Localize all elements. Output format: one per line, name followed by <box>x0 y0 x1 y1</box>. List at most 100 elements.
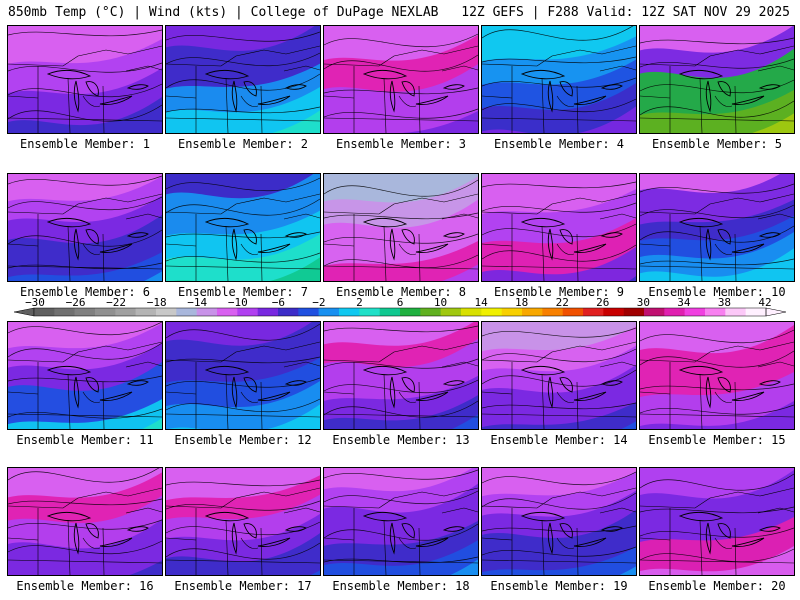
temperature-band <box>166 87 320 133</box>
colorbar-tick-label: −10 <box>228 297 248 309</box>
colorbar-tick-label: −2 <box>312 297 325 309</box>
height-contours <box>482 471 636 557</box>
temperature-colorbar: −30 −26 −22 −18 −14 −10 −6 −2 2 6 10 14 18 22 26 30 34 38… <box>0 297 800 321</box>
temperature-band <box>271 110 320 133</box>
colorbar-swatch <box>522 308 543 316</box>
colorbar-tick-label: −6 <box>272 297 285 309</box>
temperature-field <box>8 174 162 281</box>
colorbar-tick-label: 22 <box>556 297 569 309</box>
model-valid-time: 12Z GEFS | F288 Valid: 12Z SAT NOV 29 20… <box>461 5 790 20</box>
temperature-field <box>166 26 320 133</box>
ensemble-panel: Ensemble Member: 15 <box>639 321 795 447</box>
temperature-band <box>129 560 162 575</box>
colorbar-swatch <box>176 308 197 316</box>
ensemble-map <box>323 173 479 282</box>
colorbar-swatch <box>257 308 279 316</box>
ensemble-map <box>639 25 795 134</box>
ensemble-panel: Ensemble Member: 13 <box>323 321 479 447</box>
colorbar-swatch <box>623 308 645 316</box>
ensemble-panel: Ensemble Member: 2 <box>165 25 321 151</box>
temperature-band <box>166 533 320 575</box>
temperature-band <box>752 113 794 133</box>
height-contours <box>482 26 636 113</box>
ensemble-map <box>323 321 479 430</box>
temperature-band <box>8 361 162 429</box>
height-contours <box>640 329 794 415</box>
colorbar-tick-label: 6 <box>397 297 404 309</box>
colorbar-swatch <box>318 308 340 316</box>
temperature-field <box>324 26 478 133</box>
colorbar-swatch <box>379 308 401 316</box>
state-boundaries <box>482 45 636 133</box>
height-contours <box>8 322 162 419</box>
colorbar-tick-label: −26 <box>66 297 86 309</box>
temperature-field <box>324 174 478 281</box>
map-title: 850mb Temp (°C) | Wind (kts) | College o… <box>8 5 439 20</box>
ensemble-panel: Ensemble Member: 8 <box>323 173 479 299</box>
ensemble-map <box>639 173 795 282</box>
temperature-field <box>8 322 162 429</box>
ensemble-member-label: Ensemble Member: 7 <box>177 285 309 299</box>
height-contours <box>166 31 320 114</box>
colorbar-tick-label: 26 <box>596 297 609 309</box>
ensemble-panel: Ensemble Member: 3 <box>323 25 479 151</box>
colorbar-tick-label: 18 <box>515 297 528 309</box>
temperature-band <box>8 214 162 281</box>
ensemble-member-label: Ensemble Member: 1 <box>19 137 151 151</box>
height-contours <box>8 29 162 122</box>
temperature-band <box>482 218 636 281</box>
height-contours <box>8 468 162 555</box>
colorbar-swatch <box>644 308 665 316</box>
colorbar-swatch <box>298 308 319 316</box>
temperature-field <box>166 174 320 281</box>
temperature-field <box>482 26 636 133</box>
temperature-band <box>640 232 794 281</box>
colorbar-swatch <box>339 308 360 316</box>
colorbar-tick-label: 38 <box>718 297 731 309</box>
temperature-band <box>166 234 320 281</box>
height-contours <box>640 183 794 266</box>
height-contours <box>482 181 636 262</box>
temperature-band <box>482 402 636 429</box>
ensemble-member-label: Ensemble Member: 2 <box>177 137 309 151</box>
state-boundaries <box>166 45 320 133</box>
temperature-band <box>324 540 478 575</box>
state-boundaries <box>482 487 636 575</box>
height-contours <box>640 473 794 563</box>
ensemble-member-label: Ensemble Member: 5 <box>651 137 783 151</box>
temperature-field <box>640 26 794 133</box>
ensemble-map <box>323 25 479 134</box>
temperature-band <box>401 111 478 133</box>
ensemble-member-label: Ensemble Member: 20 <box>648 579 786 593</box>
colorbar-tick-label: 34 <box>677 297 691 309</box>
ensemble-member-label: Ensemble Member: 13 <box>332 433 470 447</box>
colorbar-swatch <box>603 308 624 316</box>
colorbar-tick-label: −14 <box>187 297 207 309</box>
temperature-band <box>143 271 162 281</box>
ensemble-member-label: Ensemble Member: 11 <box>16 433 154 447</box>
ensemble-member-label: Ensemble Member: 3 <box>335 137 467 151</box>
ensemble-map <box>639 467 795 576</box>
temperature-band <box>167 404 320 429</box>
ensemble-panel: Ensemble Member: 9 <box>481 173 637 299</box>
height-contours <box>8 175 162 270</box>
state-boundaries <box>166 193 320 281</box>
height-contours <box>166 479 320 560</box>
ensemble-map <box>165 173 321 282</box>
ensemble-panel: Ensemble Member: 20 <box>639 467 795 593</box>
temperature-band <box>451 414 478 429</box>
colorbar-swatch <box>745 308 767 316</box>
ensemble-map <box>481 321 637 430</box>
state-boundaries <box>8 45 162 133</box>
temperature-band <box>640 401 794 429</box>
state-boundaries <box>324 45 478 133</box>
colorbar-swatch <box>705 308 726 316</box>
state-boundaries <box>166 487 320 575</box>
ensemble-map <box>481 467 637 576</box>
ensemble-member-label: Ensemble Member: 8 <box>335 285 467 299</box>
height-contours <box>324 33 478 119</box>
temperature-field <box>324 468 478 575</box>
ensemble-panel: Ensemble Member: 7 <box>165 173 321 299</box>
state-boundaries <box>8 341 162 429</box>
colorbar-swatch <box>237 308 258 316</box>
